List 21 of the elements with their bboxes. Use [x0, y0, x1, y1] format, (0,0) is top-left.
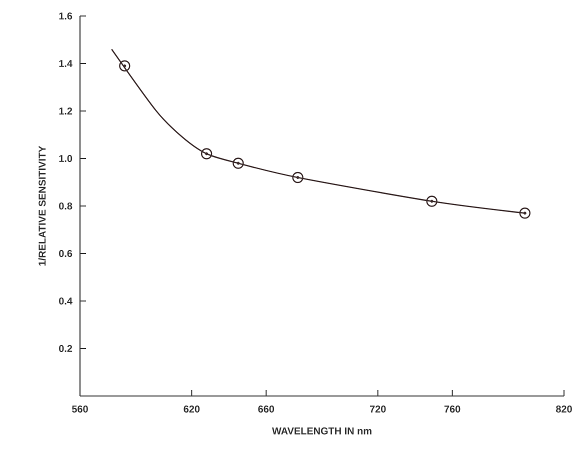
- x-tick-label: 820: [556, 406, 572, 413]
- y-tick-label: 1.2: [59, 108, 72, 114]
- point: [292, 172, 304, 184]
- y-tick-label: 0.6: [59, 250, 72, 258]
- y-tick-label: 0.8: [59, 202, 72, 210]
- x-tick-label: 620: [184, 406, 200, 413]
- x-tick-label: 760: [444, 406, 460, 413]
- point: [200, 148, 212, 160]
- y-axis-title: 1/RELATIVE SENSITIVITY: [38, 146, 46, 266]
- y-tick-label: 1.6: [59, 12, 72, 20]
- y-tick-label: 1.0: [59, 154, 72, 162]
- y-tick-label: 1.4: [59, 60, 72, 67]
- y-tick-label: 0.2: [59, 344, 72, 352]
- y-tick-label: 0.4: [59, 297, 72, 305]
- x-tick-label: 560: [72, 406, 88, 413]
- x-tick-label: 720: [370, 406, 386, 413]
- x-axis-title: WAVELENGTH IN nm: [272, 427, 372, 434]
- point: [519, 208, 531, 219]
- x-tick-label: 660: [258, 406, 274, 413]
- point: [232, 158, 244, 169]
- point: [426, 196, 438, 207]
